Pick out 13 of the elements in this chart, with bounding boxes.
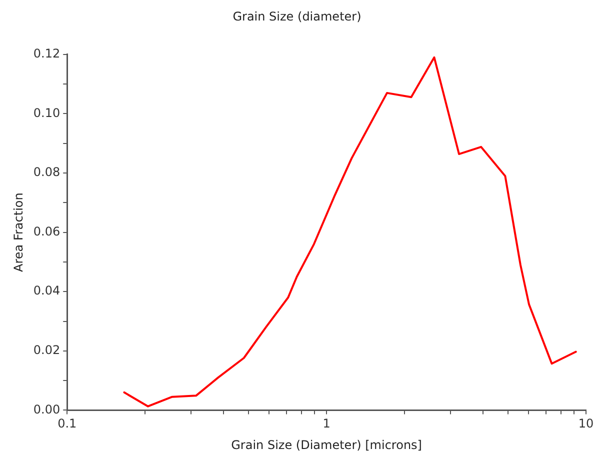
y-tick-label: 0.02 <box>33 343 60 358</box>
chart-title: Grain Size (diameter) <box>232 9 362 24</box>
x-tick-label: 10 <box>578 416 594 431</box>
x-axis-title: Grain Size (Diameter) [microns] <box>231 438 422 452</box>
x-tick-label: 1 <box>322 416 330 431</box>
y-tick-label: 0.08 <box>33 165 60 180</box>
x-tick-label: 0.1 <box>58 416 77 431</box>
y-axis-title: Area Fraction <box>11 192 26 272</box>
y-tick-label: 0.10 <box>33 106 60 120</box>
y-tick-label: 0.04 <box>33 284 60 298</box>
y-tick-label: 0.00 <box>33 402 60 416</box>
y-tick-label: 0.12 <box>33 46 60 61</box>
y-tick-label: 0.06 <box>33 224 60 238</box>
